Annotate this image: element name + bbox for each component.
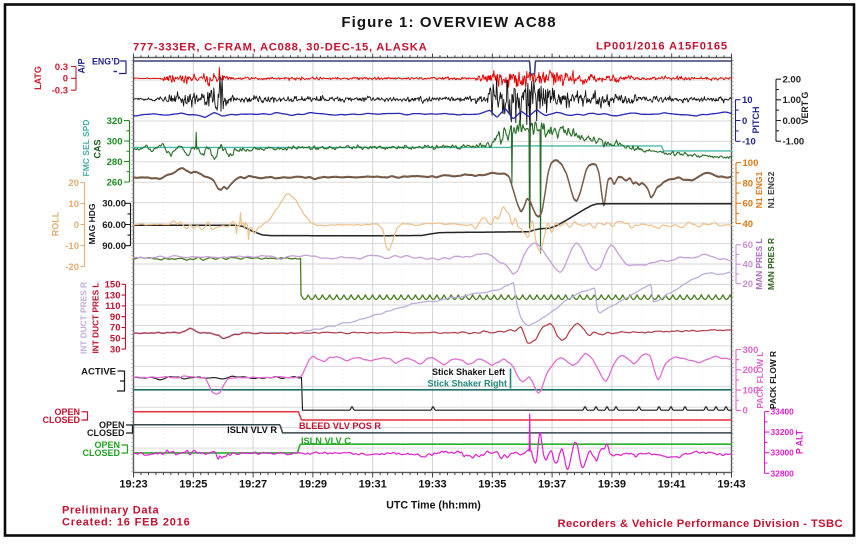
svg-text:60: 60 — [743, 240, 754, 251]
svg-text:19:25: 19:25 — [179, 479, 207, 491]
svg-text:2.00: 2.00 — [783, 75, 802, 86]
svg-text:110: 110 — [105, 301, 120, 312]
svg-text:0: 0 — [742, 116, 747, 127]
svg-text:0.3: 0.3 — [55, 62, 68, 73]
svg-text:Stick Shaker Left: Stick Shaker Left — [432, 367, 505, 377]
svg-text:0: 0 — [74, 220, 79, 231]
svg-text:UTC Time (hh:mm): UTC Time (hh:mm) — [386, 500, 481, 512]
svg-text:N1 ENG2: N1 ENG2 — [766, 171, 776, 208]
svg-text:777-333ER, C-FRAM, AC088, 30-D: 777-333ER, C-FRAM, AC088, 30-DEC-15, ALA… — [133, 42, 427, 54]
svg-text:20: 20 — [68, 178, 79, 189]
svg-text:-1.00: -1.00 — [783, 137, 805, 148]
svg-text:20: 20 — [743, 279, 754, 290]
svg-text:100: 100 — [743, 385, 759, 396]
svg-text:ACTIVE: ACTIVE — [81, 367, 116, 378]
svg-text:Stick Shaker Right: Stick Shaker Right — [427, 379, 507, 389]
svg-text:33200: 33200 — [771, 427, 795, 437]
svg-text:19:27: 19:27 — [239, 479, 267, 491]
svg-text:FMC SEL SPD: FMC SEL SPD — [81, 120, 91, 177]
svg-text:-10: -10 — [65, 241, 79, 252]
svg-text:33000: 33000 — [771, 448, 795, 458]
svg-text:300: 300 — [743, 345, 759, 356]
svg-text:CLOSED: CLOSED — [42, 415, 80, 425]
svg-text:19:29: 19:29 — [299, 479, 327, 491]
svg-text:70: 70 — [110, 323, 121, 334]
svg-text:19:33: 19:33 — [418, 479, 446, 491]
svg-text:Recorders & Vehicle Performanc: Recorders & Vehicle Performance Division… — [557, 518, 843, 530]
svg-text:32800: 32800 — [771, 468, 795, 478]
svg-text:1.00: 1.00 — [783, 95, 802, 106]
svg-text:ROLL: ROLL — [51, 211, 61, 236]
svg-text:150: 150 — [105, 280, 121, 291]
svg-text:INT DUCT PRES L: INT DUCT PRES L — [91, 283, 101, 354]
svg-text:19:31: 19:31 — [359, 479, 387, 491]
svg-text:200: 200 — [743, 365, 759, 376]
svg-text:90: 90 — [110, 312, 121, 323]
svg-text:MAN PRES L: MAN PRES L — [754, 238, 764, 289]
svg-text:300: 300 — [107, 136, 123, 147]
svg-text:ISLN VLV R: ISLN VLV R — [227, 425, 277, 435]
svg-text:260: 260 — [107, 177, 123, 188]
svg-text:OPEN: OPEN — [94, 440, 120, 450]
svg-text:80: 80 — [743, 178, 754, 189]
svg-text:-0.3: -0.3 — [52, 86, 68, 97]
svg-text:320: 320 — [107, 116, 123, 127]
svg-text:Preliminary Data: Preliminary Data — [62, 505, 159, 517]
svg-text:LP001/2016 A15F0165: LP001/2016 A15F0165 — [596, 41, 728, 53]
svg-text:19:37: 19:37 — [538, 479, 566, 491]
svg-text:19:41: 19:41 — [658, 479, 686, 491]
svg-text:PACK FLOW L: PACK FLOW L — [755, 352, 765, 409]
svg-text:P ALT: P ALT — [795, 429, 805, 454]
svg-text:CLOSED: CLOSED — [82, 448, 120, 458]
svg-text:40: 40 — [743, 219, 754, 230]
svg-text:50: 50 — [110, 334, 121, 345]
svg-text:ENG’D: ENG’D — [92, 56, 120, 66]
svg-text:19:35: 19:35 — [478, 479, 506, 491]
svg-text:Figure 1: OVERVIEW AC88: Figure 1: OVERVIEW AC88 — [341, 14, 556, 31]
svg-text:0: 0 — [63, 74, 68, 85]
svg-text:VERT G: VERT G — [800, 91, 810, 124]
svg-text:19:39: 19:39 — [598, 479, 626, 491]
svg-text:0: 0 — [743, 406, 748, 417]
svg-text:30: 30 — [110, 344, 121, 355]
svg-text:60: 60 — [743, 199, 754, 210]
svg-text:BLEED VLV POS R: BLEED VLV POS R — [299, 421, 381, 431]
svg-text:100: 100 — [743, 158, 759, 169]
svg-text:40: 40 — [743, 260, 754, 271]
svg-text:MAN PRES R: MAN PRES R — [766, 238, 776, 290]
svg-text:A/P: A/P — [77, 58, 87, 73]
svg-text:60.00: 60.00 — [102, 220, 126, 231]
svg-text:CAS: CAS — [93, 139, 103, 158]
svg-text:33400: 33400 — [771, 407, 795, 417]
svg-text:OPEN: OPEN — [54, 407, 80, 417]
svg-text:-10: -10 — [742, 137, 756, 148]
svg-text:90.00: 90.00 — [102, 241, 126, 252]
svg-text:280: 280 — [107, 157, 123, 168]
svg-text:LATG: LATG — [33, 66, 43, 90]
svg-text:0.00: 0.00 — [783, 116, 802, 127]
svg-text:PACK FLOW R: PACK FLOW R — [768, 351, 778, 409]
svg-text:CLOSED: CLOSED — [87, 428, 125, 438]
svg-text:19:43: 19:43 — [717, 479, 745, 491]
svg-text:MAG HDG: MAG HDG — [87, 203, 97, 244]
svg-text:Created: 16 FEB 2016: Created: 16 FEB 2016 — [62, 517, 191, 529]
svg-text:N1 ENG1: N1 ENG1 — [754, 171, 764, 208]
svg-text:PITCH: PITCH — [751, 107, 761, 134]
svg-text:130: 130 — [105, 290, 121, 301]
svg-text:-20: -20 — [65, 262, 79, 273]
svg-text:30.00: 30.00 — [102, 199, 126, 210]
svg-text:ISLN VLV C: ISLN VLV C — [301, 436, 351, 446]
svg-text:INT DUCT PRES R: INT DUCT PRES R — [79, 282, 89, 354]
svg-text:19:23: 19:23 — [119, 479, 147, 491]
svg-text:10: 10 — [68, 199, 79, 210]
svg-text:10: 10 — [742, 95, 753, 106]
svg-text:OPEN: OPEN — [99, 420, 125, 430]
